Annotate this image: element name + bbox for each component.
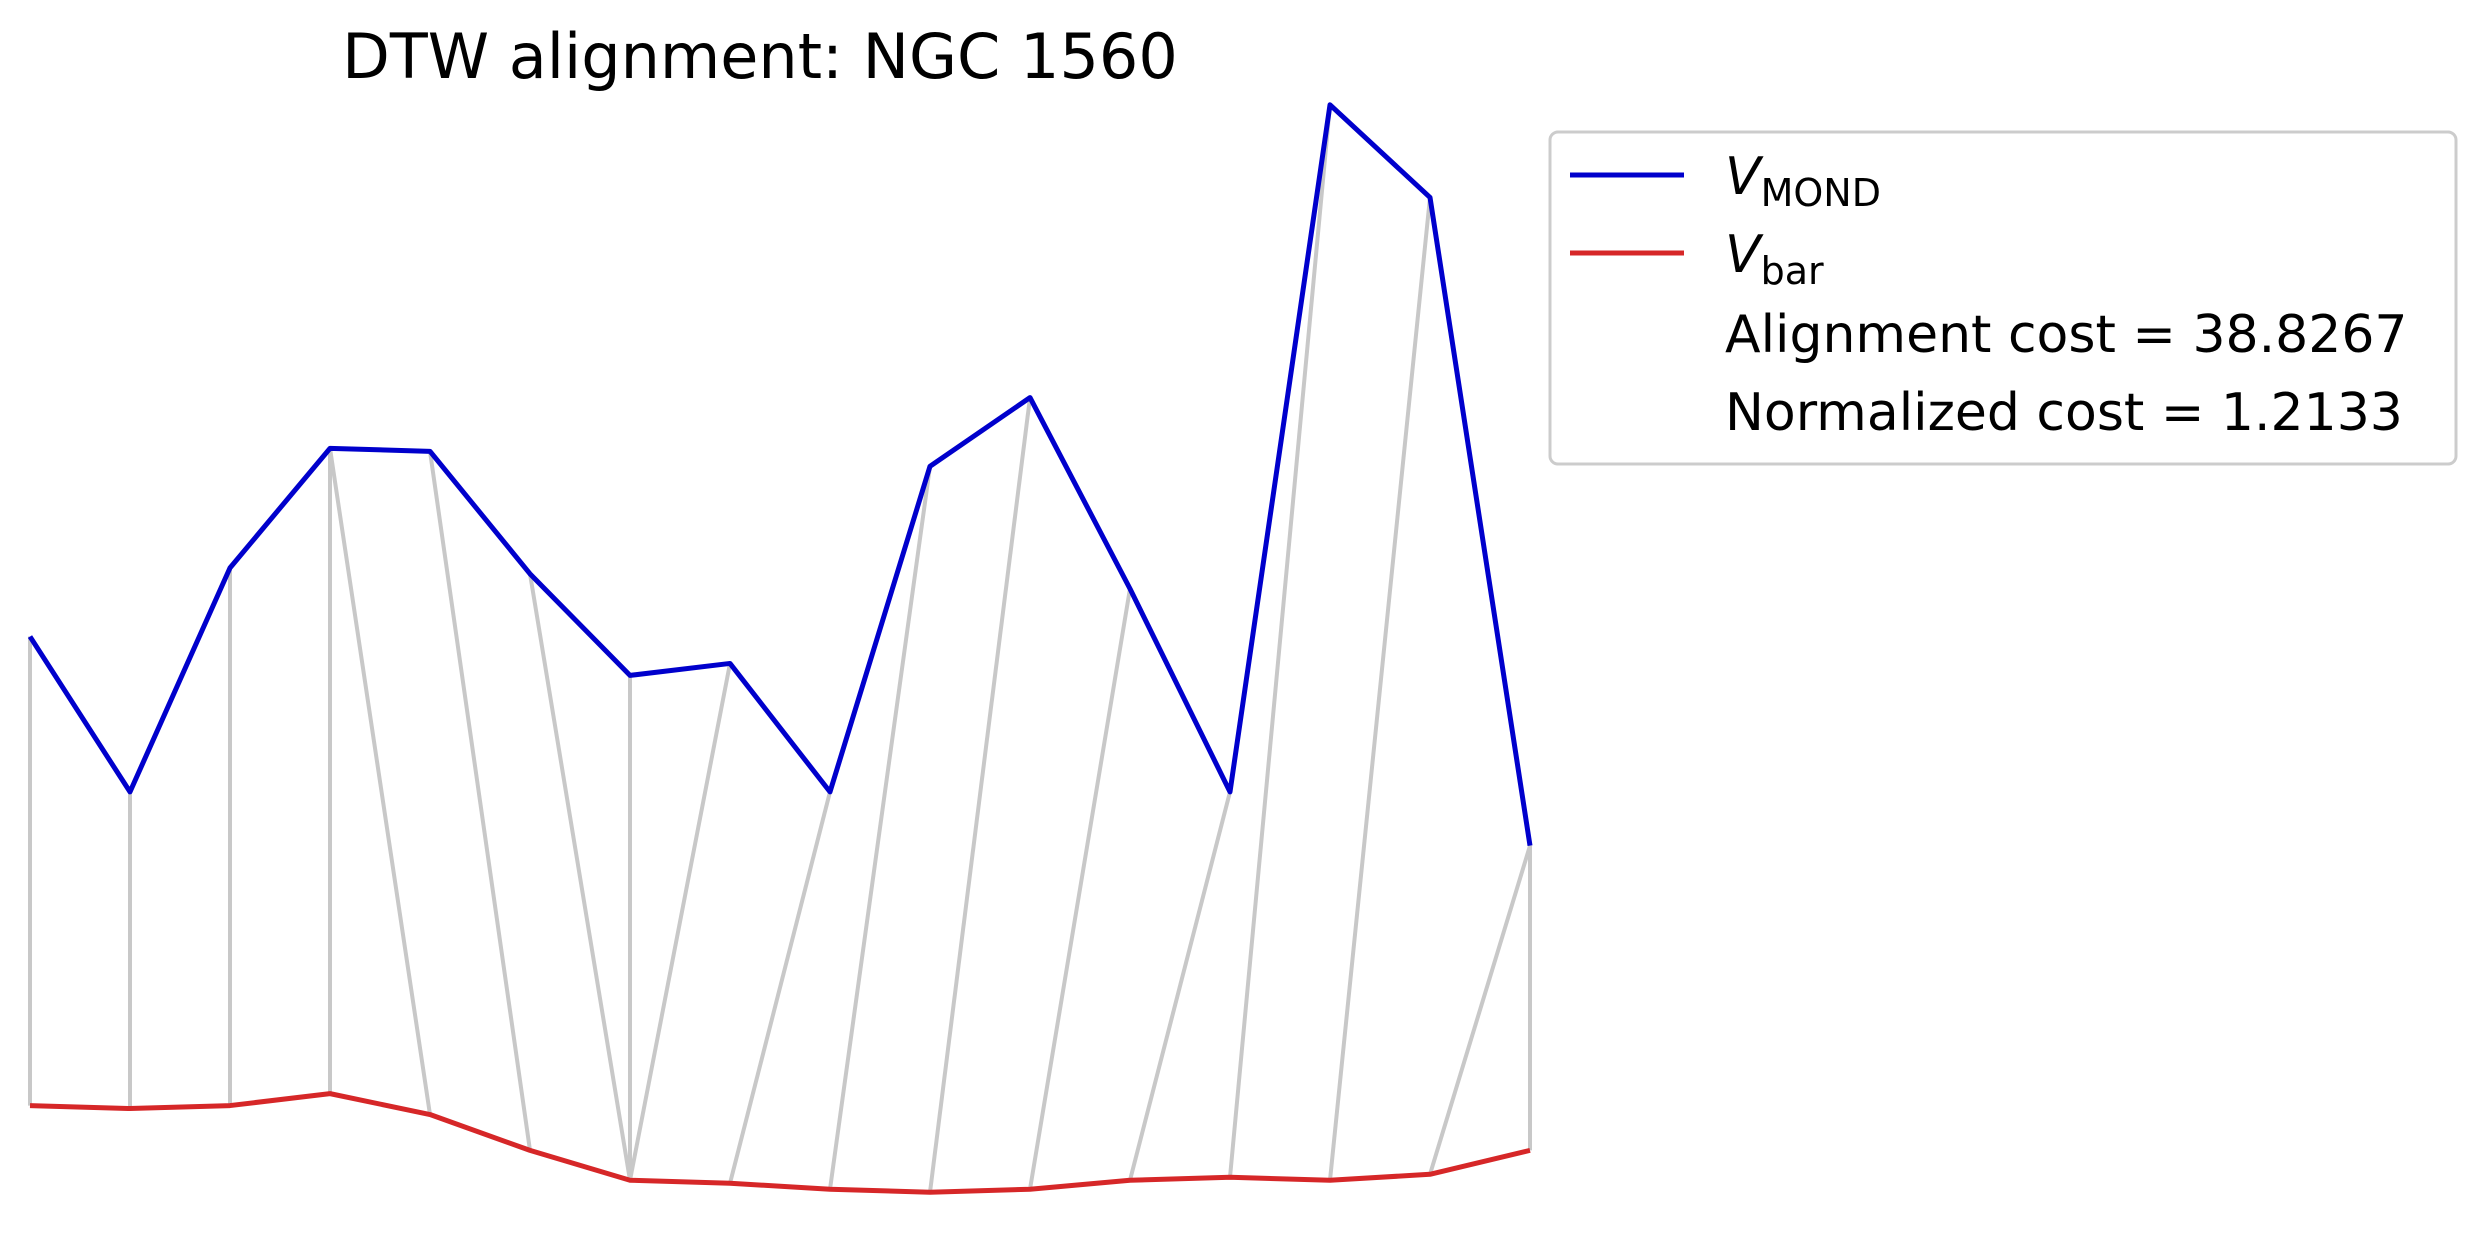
alignment-connector-5 [428,451,532,1151]
legend-alignment-cost: Alignment cost = 38.8267 [1725,305,2408,365]
alignment-connector-11 [928,397,1032,1193]
alignment-connector-4 [328,448,432,1115]
legend-normalized-cost: Normalized cost = 1.2133 [1725,383,2403,443]
alignment-connector-15 [1328,197,1432,1181]
alignment-connector-8 [628,663,732,1181]
alignment-connector-12 [1028,588,1132,1190]
legend-label-mond-prefix: V [1725,147,1764,207]
legend-label-bar: Vbar [1725,225,1824,293]
legend-box [1548,130,2458,466]
alignment-connector-10 [828,466,932,1190]
alignment-connector-9 [728,791,832,1184]
legend-label-bar-prefix: V [1725,225,1764,285]
series-lines [27,102,1533,1195]
alignment-connector-6 [528,573,632,1181]
legend-label-mond-sub: MOND [1761,171,1881,215]
chart-title: DTW alignment: NGC 1560 [342,20,1178,93]
legend-label-mond: VMOND [1725,147,1881,215]
alignment-connector-13 [1128,791,1232,1181]
series-line-bar [29,1091,1531,1195]
alignment-connector-16 [1428,845,1532,1175]
legend: VMOND Vbar Alignment cost = 38.8267 Norm… [1548,130,2458,466]
alignment-connector-14 [1228,104,1332,1178]
legend-label-bar-sub: bar [1761,249,1824,293]
series-line-mond [27,102,1533,847]
alignment-connectors [28,104,1532,1193]
